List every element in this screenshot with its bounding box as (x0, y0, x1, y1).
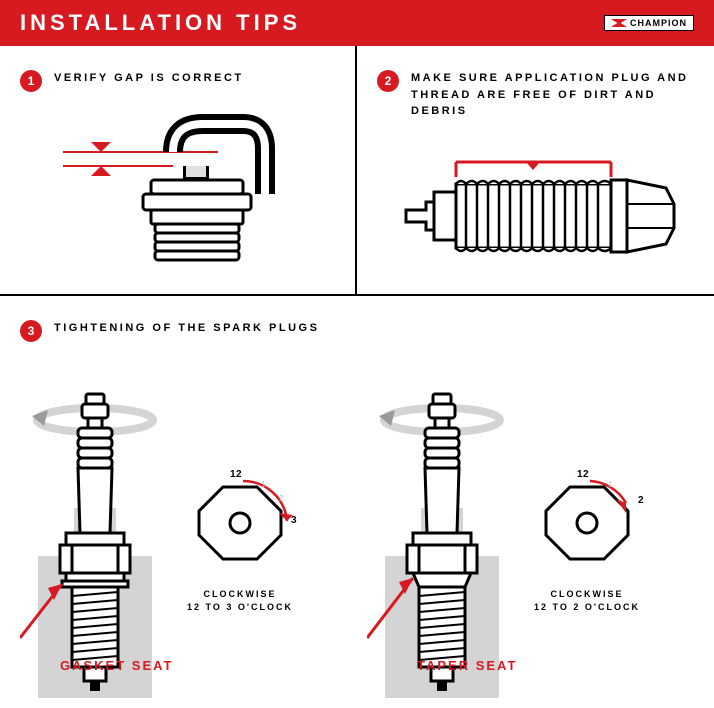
gasket-direction: CLOCKWISE 12 TO 3 O'CLOCK (185, 588, 295, 613)
gasket-column: 12 3 1 2 CLOCKWISE 12 TO 3 O'CLOCK GASKE… (20, 388, 347, 698)
clock-12-left: 12 (230, 469, 242, 480)
clock-2-right: 2 (638, 495, 644, 506)
step-text-3: Tightening of the spark plugs (54, 320, 319, 337)
step-text-1: Verify gap is correct (54, 70, 244, 87)
brand-text: CHAMPION (630, 18, 687, 28)
taper-octagon-svg: 1 (532, 473, 642, 573)
tightening-row: 12 3 1 2 CLOCKWISE 12 TO 3 O'CLOCK GASKE… (0, 378, 714, 708)
step-head-1: 1 Verify gap is correct (20, 70, 335, 92)
gap-svg (43, 104, 313, 264)
thread-svg (386, 132, 686, 282)
svg-text:1: 1 (261, 480, 266, 489)
taper-direction: CLOCKWISE 12 TO 2 O'CLOCK (532, 588, 642, 613)
header-bar: INSTALLATION TIPS CHAMPION (0, 0, 714, 46)
gasket-plug-svg (20, 388, 170, 698)
step-text-2: Make sure application plug and thread ar… (411, 70, 694, 120)
panel-gap: 1 Verify gap is correct (0, 46, 357, 294)
step-head-3: 3 Tightening of the spark plugs (20, 320, 694, 342)
brand-logo: CHAMPION (604, 15, 694, 31)
svg-text:2: 2 (279, 494, 284, 503)
step-number-2: 2 (377, 70, 399, 92)
step-head-2: 2 Make sure application plug and thread … (377, 70, 694, 120)
gasket-dir-1: CLOCKWISE (185, 588, 295, 601)
page-title: INSTALLATION TIPS (20, 10, 301, 36)
thread-diagram (377, 132, 694, 282)
step-number-3: 3 (20, 320, 42, 342)
taper-dir-1: CLOCKWISE (532, 588, 642, 601)
step-number-1: 1 (20, 70, 42, 92)
taper-column: 12 2 1 CLOCKWISE 12 TO 2 O'CLOCK TAPER S… (367, 388, 694, 698)
panel-tightening: 3 Tightening of the spark plugs (0, 296, 714, 378)
bowtie-icon (611, 19, 627, 27)
taper-label: TAPER SEAT (417, 658, 517, 673)
panel-thread: 2 Make sure application plug and thread … (357, 46, 714, 294)
gasket-dir-2: 12 TO 3 O'CLOCK (185, 601, 295, 614)
clock-3-left: 3 (291, 515, 297, 526)
gasket-label: GASKET SEAT (60, 658, 174, 673)
svg-text:1: 1 (608, 480, 613, 489)
clock-12-right: 12 (577, 469, 589, 480)
taper-plug-svg (367, 388, 517, 698)
gap-diagram (20, 104, 335, 264)
taper-clock: 12 2 1 CLOCKWISE 12 TO 2 O'CLOCK (532, 473, 642, 613)
gasket-clock: 1 2 3 1 2 CLOCKWISE 12 TO 3 O'CLOCK (185, 473, 295, 613)
gasket-octagon-svg: 1 2 (185, 473, 295, 573)
top-panels: 1 Verify gap is correct (0, 46, 714, 296)
taper-dir-2: 12 TO 2 O'CLOCK (532, 601, 642, 614)
